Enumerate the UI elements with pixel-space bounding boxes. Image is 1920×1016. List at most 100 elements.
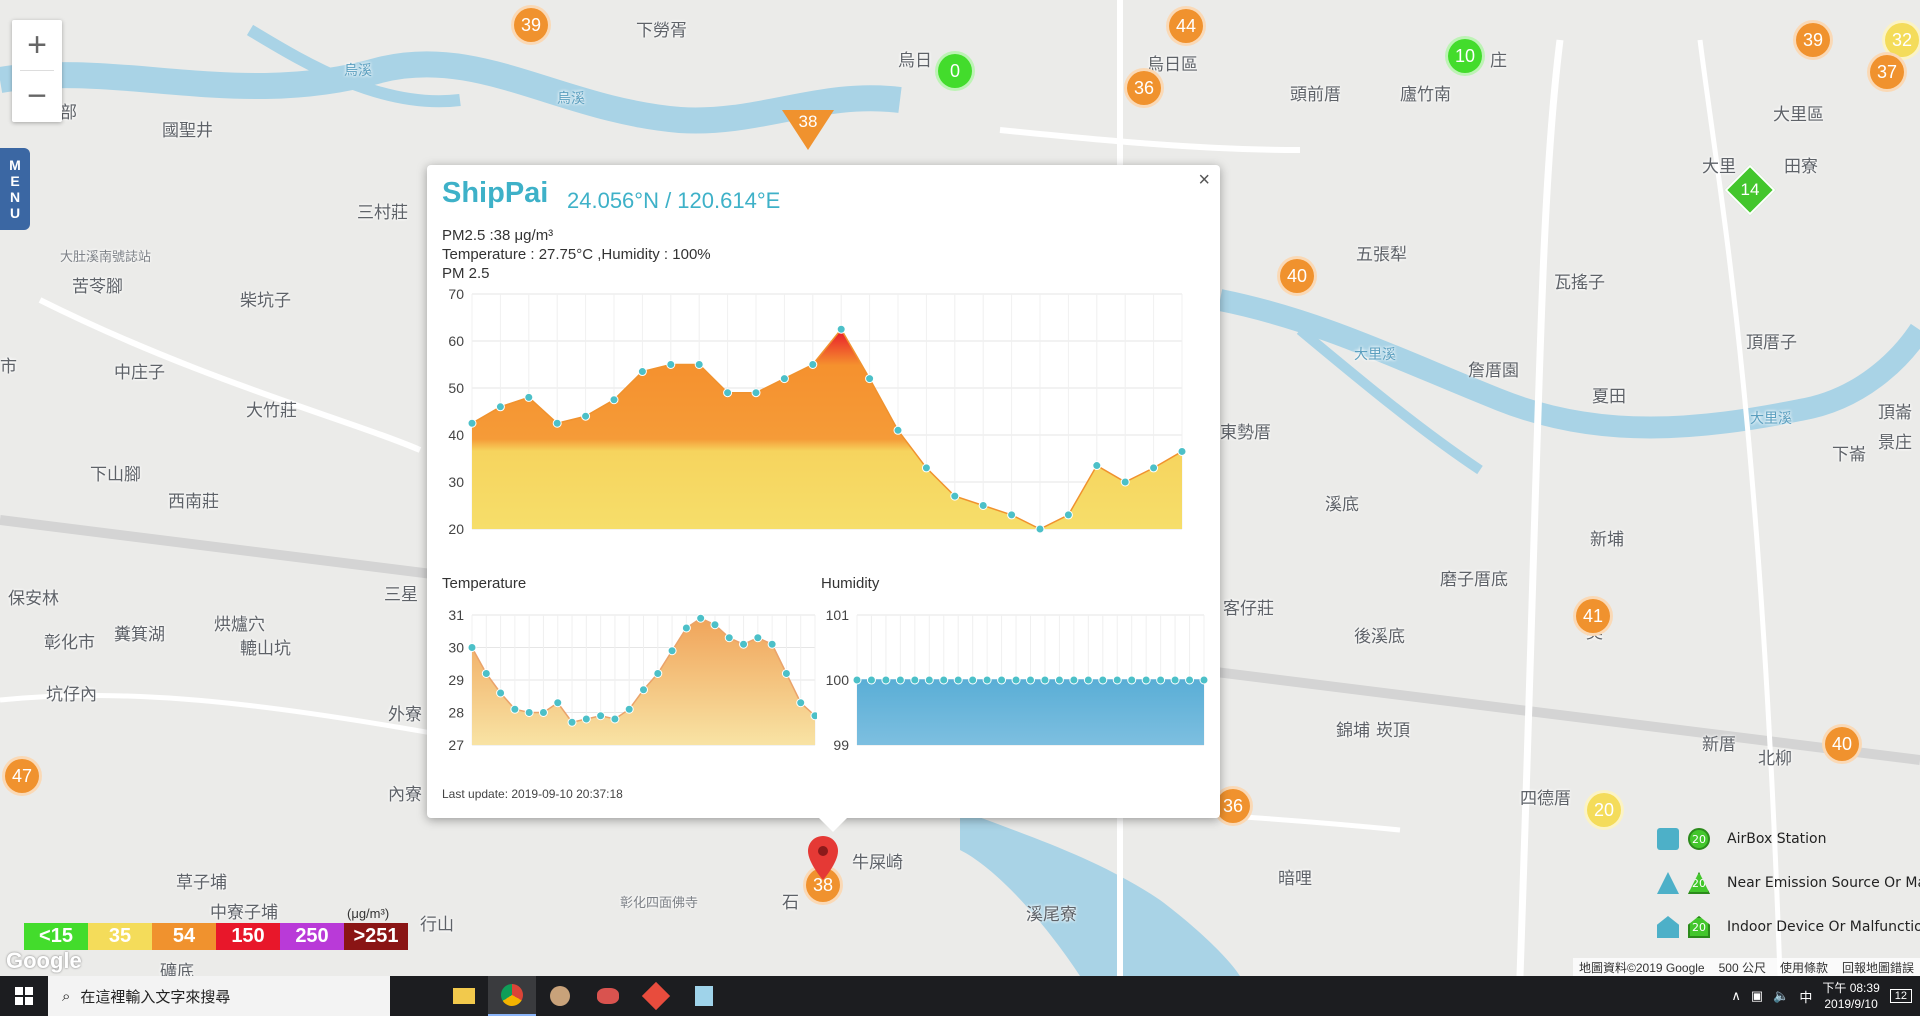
app-icon[interactable] bbox=[584, 976, 632, 1016]
place-label: 崁頂 bbox=[1376, 721, 1410, 741]
data-point bbox=[637, 367, 647, 377]
data-point bbox=[552, 418, 562, 428]
place-label: 詹厝園 bbox=[1468, 361, 1519, 381]
place-label: 彰化市 bbox=[44, 633, 95, 653]
airbox-marker[interactable]: 10 bbox=[1445, 36, 1485, 76]
emission-marker-value: 38 bbox=[798, 112, 818, 131]
place-label: 草子埔 bbox=[176, 873, 227, 893]
map-scale: 500 公尺 bbox=[1718, 961, 1766, 975]
zoom-divider bbox=[20, 70, 54, 71]
selected-pin-icon[interactable] bbox=[806, 834, 840, 882]
place-label: 磨子厝底 bbox=[1440, 570, 1508, 590]
airbox-marker[interactable]: 0 bbox=[935, 51, 975, 91]
data-point bbox=[779, 374, 789, 384]
map-canvas[interactable]: 下勞胥 烏日 烏日區 頭前厝 廬竹南 庄 大里區 國聖井 三村莊 大肚溪南號誌站… bbox=[0, 0, 1920, 976]
data-point bbox=[681, 623, 691, 633]
place-label: 烘爐穴 bbox=[214, 615, 265, 635]
clock[interactable]: 下午 08:39 2019/9/10 bbox=[1822, 980, 1879, 1012]
y-tick-label: 100 bbox=[826, 672, 850, 688]
airbox-marker[interactable]: 40 bbox=[1822, 724, 1862, 764]
data-point bbox=[781, 669, 791, 678]
place-label: 大竹莊 bbox=[246, 401, 297, 421]
app-icon[interactable] bbox=[536, 976, 584, 1016]
report-link[interactable]: 回報地圖錯誤 bbox=[1841, 961, 1914, 975]
x-tick-label: 08 bbox=[819, 538, 836, 540]
taskbar-search[interactable]: ⌕ 在這裡輸入文字來搜尋 bbox=[48, 976, 390, 1016]
temperature-reading: Temperature : 27.75°C ,Humidity : 100% bbox=[442, 246, 711, 263]
data-point bbox=[639, 685, 648, 695]
data-point bbox=[553, 698, 563, 708]
humidity-chart-title: Humidity bbox=[821, 575, 880, 592]
data-point bbox=[1149, 463, 1159, 473]
zoom-control: + − bbox=[12, 20, 62, 122]
series-line bbox=[471, 327, 1183, 530]
airbox-marker[interactable]: 39 bbox=[511, 5, 551, 45]
area-fill bbox=[472, 618, 815, 745]
place-label: 轆山坑 bbox=[240, 639, 291, 659]
y-tick-label: 30 bbox=[448, 640, 464, 656]
ime-indicator[interactable]: 中 bbox=[1799, 989, 1813, 1005]
airbox-marker[interactable]: 41 bbox=[1573, 596, 1613, 636]
airbox-marker[interactable]: 39 bbox=[1793, 20, 1833, 60]
place-label: 溪尾寮 bbox=[1026, 905, 1077, 925]
airbox-marker[interactable]: 37 bbox=[1867, 52, 1907, 92]
legend-item: >251 bbox=[344, 923, 408, 950]
place-label: 東勢厝 bbox=[1220, 423, 1271, 443]
data-point bbox=[1063, 510, 1073, 520]
data-point bbox=[1112, 675, 1122, 685]
emission-marker[interactable]: 38 bbox=[782, 110, 834, 150]
data-point bbox=[982, 675, 992, 685]
airbox-marker[interactable]: 44 bbox=[1166, 6, 1206, 46]
data-point bbox=[694, 360, 704, 369]
data-point bbox=[1120, 477, 1130, 487]
data-point bbox=[1040, 675, 1050, 685]
data-point bbox=[495, 402, 505, 412]
place-label: 夏田 bbox=[1592, 387, 1626, 407]
data-point bbox=[739, 639, 749, 649]
data-point bbox=[767, 639, 777, 649]
y-tick-label: 50 bbox=[448, 380, 464, 396]
data-point bbox=[524, 708, 534, 717]
data-point bbox=[1156, 675, 1166, 685]
windows-start-icon[interactable] bbox=[0, 976, 48, 1016]
menu-letter: U bbox=[9, 205, 21, 221]
file-explorer-icon[interactable] bbox=[440, 976, 488, 1016]
zoom-in-button[interactable]: + bbox=[27, 25, 47, 64]
legend-unit: (μg/m³) bbox=[347, 906, 390, 921]
data-point bbox=[723, 388, 733, 398]
data-point bbox=[624, 704, 634, 714]
clock-date: 2019/9/10 bbox=[1824, 997, 1878, 1011]
place-label: 三村莊 bbox=[357, 203, 408, 223]
airbox-marker[interactable]: 40 bbox=[1277, 256, 1317, 296]
notification-icon[interactable]: 12 bbox=[1889, 989, 1912, 1003]
data-point bbox=[852, 675, 862, 685]
y-tick-label: 40 bbox=[448, 427, 464, 443]
airbox-marker[interactable]: 47 bbox=[2, 756, 42, 796]
volume-icon[interactable]: 🔈 bbox=[1773, 988, 1790, 1003]
y-tick-label: 70 bbox=[448, 286, 464, 302]
place-label: 四德厝 bbox=[1520, 789, 1571, 809]
network-icon[interactable]: ▣ bbox=[1750, 988, 1764, 1003]
chevron-up-icon[interactable]: ∧ bbox=[1731, 988, 1741, 1003]
terms-link[interactable]: 使用條款 bbox=[1779, 961, 1828, 975]
app-icon[interactable] bbox=[680, 976, 728, 1016]
place-label: 三星 bbox=[384, 585, 418, 605]
airbox-marker[interactable]: 36 bbox=[1124, 68, 1164, 108]
data-point bbox=[510, 704, 520, 714]
google-logo: Google bbox=[6, 948, 82, 973]
airbox-marker[interactable]: 20 bbox=[1584, 790, 1624, 830]
data-point bbox=[921, 463, 931, 473]
y-tick-label: 27 bbox=[448, 737, 464, 753]
close-button[interactable]: × bbox=[1198, 169, 1210, 191]
data-point bbox=[978, 501, 988, 510]
place-label: 烏日區 bbox=[1147, 55, 1198, 75]
chrome-icon[interactable] bbox=[488, 976, 536, 1016]
river-label: 大里溪 bbox=[1354, 347, 1396, 363]
zoom-out-button[interactable]: − bbox=[27, 76, 47, 115]
place-label: 下勞胥 bbox=[636, 21, 687, 41]
data-point bbox=[836, 324, 846, 334]
data-point bbox=[666, 360, 676, 369]
place-label: 內寮 bbox=[388, 785, 422, 805]
app-icon[interactable] bbox=[632, 976, 680, 1016]
